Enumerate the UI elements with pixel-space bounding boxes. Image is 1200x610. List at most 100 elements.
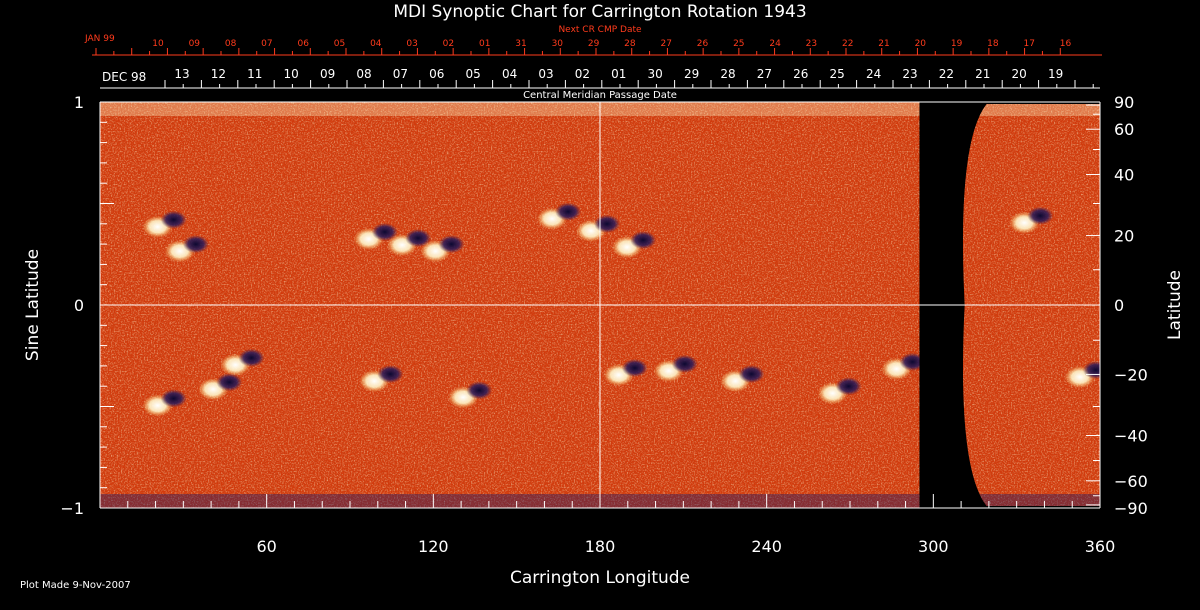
cr-cmp-day-label: 30 <box>552 39 564 49</box>
active-region-negative <box>182 235 209 254</box>
active-region <box>142 389 187 417</box>
cmp-day-label: 26 <box>793 67 808 81</box>
x-tick-label: 60 <box>256 537 276 556</box>
active-region-negative <box>1082 361 1100 380</box>
active-region <box>653 354 698 382</box>
active-region-negative <box>238 348 265 367</box>
cmp-day-label: 29 <box>684 67 699 81</box>
active-region-negative <box>371 222 398 241</box>
y-axis-right-label: Latitude <box>1165 270 1185 340</box>
cmp-day-label: 19 <box>1048 67 1063 81</box>
map-pole-north <box>100 102 920 116</box>
active-region-negative <box>899 352 920 371</box>
cr-cmp-day-label: 20 <box>915 39 927 49</box>
active-region-negative <box>630 231 657 250</box>
cmp-date-axis: 13 12 11 10 09 08 07 06 05 04 03 02 01 30 29 28 27 26 25 24… <box>100 67 1100 89</box>
active-region <box>420 235 465 263</box>
y-right-tick-label: 60 <box>1114 120 1134 139</box>
y-right-tick-label: 90 <box>1114 93 1134 112</box>
active-region <box>537 202 582 230</box>
cr-cmp-day-label: 27 <box>660 39 671 49</box>
active-region-negative <box>160 389 187 408</box>
plot-made-footnote: Plot Made 9-Nov-2007 <box>20 580 131 591</box>
map-pole-south <box>962 494 1100 506</box>
x-axis-label: Carrington Longitude <box>510 568 690 588</box>
cmp-day-label: 05 <box>466 67 481 81</box>
cmp-first-label: DEC 98 <box>102 70 146 84</box>
cmp-day-label: 30 <box>648 67 663 81</box>
cmp-day-label: 21 <box>975 67 990 81</box>
y-right-tick-label: 40 <box>1114 166 1134 185</box>
cr-cmp-day-label: 18 <box>987 39 999 49</box>
active-region-negative <box>738 365 765 384</box>
cr-cmp-day-label: 26 <box>697 39 709 49</box>
active-region <box>142 210 187 238</box>
active-region <box>359 365 404 393</box>
cr-cmp-axis-title: Next CR CMP Date <box>558 25 642 35</box>
grid-lines <box>100 102 1100 508</box>
x-tick-label: 360 <box>1085 537 1116 556</box>
active-region-negative <box>835 377 862 396</box>
y-right-tick-label: −90 <box>1114 499 1148 518</box>
cmp-day-label: 25 <box>830 67 845 81</box>
active-region <box>353 222 398 250</box>
cmp-day-label: 04 <box>502 67 517 81</box>
active-region-negative <box>405 229 432 248</box>
cmp-day-label: 11 <box>247 67 262 81</box>
cmp-day-label: 28 <box>720 67 735 81</box>
cmp-day-label: 09 <box>320 67 335 81</box>
map-pole-north <box>962 104 1100 116</box>
y-right-tick-label: −60 <box>1114 472 1148 491</box>
x-tick-label: 240 <box>751 537 782 556</box>
cr-cmp-day-label: 25 <box>733 39 744 49</box>
active-region <box>720 365 765 393</box>
y-right-tick-label: 20 <box>1114 227 1134 246</box>
x-tick-label: 300 <box>918 537 949 556</box>
cr-cmp-date-axis: 10 09 08 07 06 05 04 03 02 01 31 30 29 28 27 26 25 24 23 22… <box>92 39 1102 56</box>
cmp-day-label: 10 <box>284 67 299 81</box>
active-region-negative <box>594 214 620 233</box>
cr-cmp-day-label: 08 <box>225 39 237 49</box>
cr-cmp-first-label: JAN 99 <box>84 34 115 44</box>
y-left-tick-label: 1 <box>74 93 84 112</box>
active-region <box>603 358 648 386</box>
y-axis-left: −1 0 1 <box>60 93 114 518</box>
active-region-negative <box>621 358 648 377</box>
cr-cmp-day-label: 31 <box>515 39 526 49</box>
cr-cmp-day-label: 22 <box>842 39 853 49</box>
cr-cmp-day-label: 16 <box>1060 39 1072 49</box>
cmp-axis-title: Central Meridian Passage Date <box>523 90 677 101</box>
cmp-day-label: 20 <box>1012 67 1027 81</box>
cmp-day-label: 24 <box>866 67 881 81</box>
cr-cmp-day-label: 17 <box>1023 39 1034 49</box>
active-region-negative <box>1027 206 1054 225</box>
cr-cmp-day-label: 21 <box>878 39 889 49</box>
cmp-day-label: 22 <box>939 67 954 81</box>
active-region <box>198 373 243 401</box>
cr-cmp-day-label: 29 <box>588 39 600 49</box>
cmp-day-label: 12 <box>211 67 226 81</box>
y-right-tick-label: −40 <box>1114 426 1148 445</box>
cr-cmp-day-label: 02 <box>443 39 454 49</box>
active-region-negative <box>160 210 187 229</box>
active-region-negative <box>377 365 404 384</box>
chart-title: MDI Synoptic Chart for Carrington Rotati… <box>393 2 806 22</box>
active-region <box>220 348 265 376</box>
y-axis-left-label: Sine Latitude <box>23 249 43 361</box>
cr-cmp-day-label: 01 <box>479 39 490 49</box>
active-region-negative <box>671 354 698 373</box>
active-region <box>387 229 432 257</box>
cr-cmp-day-label: 10 <box>152 39 164 49</box>
active-region <box>448 381 493 409</box>
active-region-negative <box>555 202 582 221</box>
y-left-tick-label: −1 <box>60 499 84 518</box>
active-region-negative <box>216 373 243 392</box>
cr-cmp-day-label: 06 <box>297 39 309 49</box>
cmp-day-label: 23 <box>902 67 917 81</box>
x-axis: 60 120 180 240 300 360 <box>99 494 1116 556</box>
y-axis-right: 90 60 40 20 0 −20 −40 −60 −90 <box>1086 93 1148 518</box>
y-right-tick-label: 0 <box>1114 296 1124 315</box>
cr-cmp-day-label: 05 <box>334 39 345 49</box>
cmp-day-label: 07 <box>393 67 408 81</box>
